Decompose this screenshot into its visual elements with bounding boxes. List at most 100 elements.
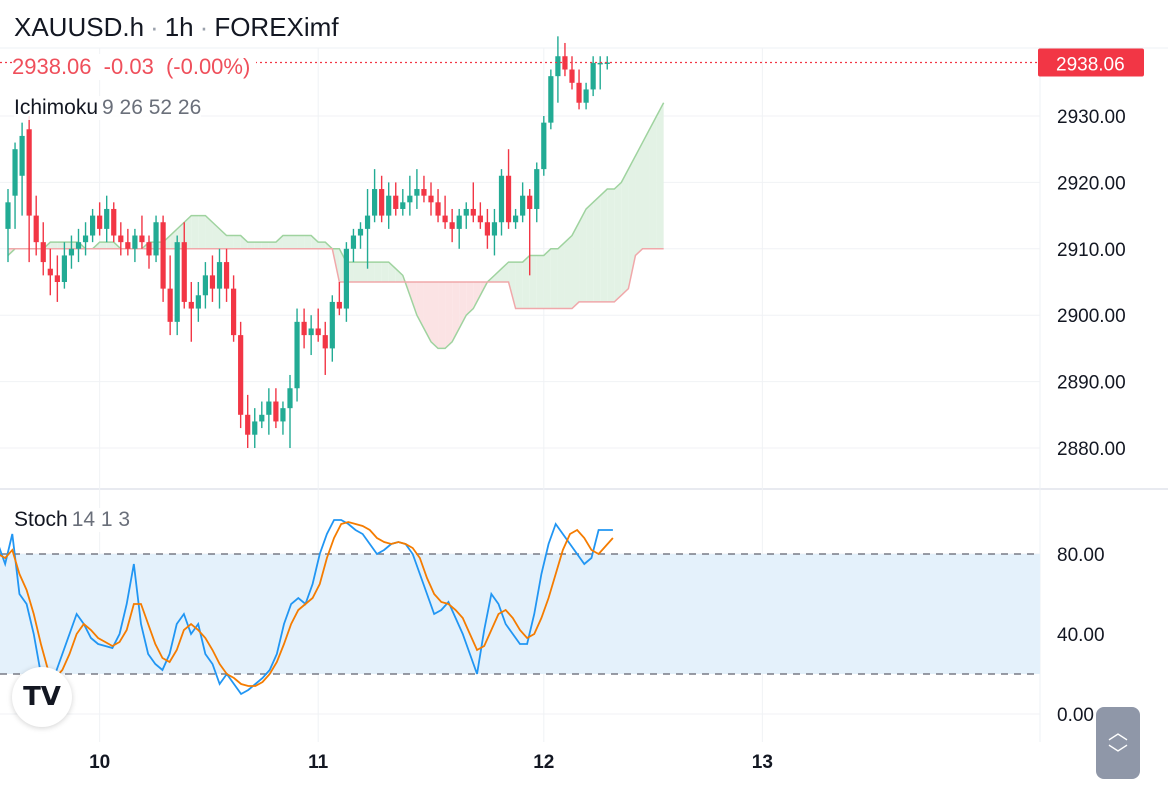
candle-body <box>174 242 180 322</box>
last-price-value: 2938.06 <box>12 54 92 79</box>
candle-body <box>181 242 187 302</box>
candle-body <box>513 215 519 223</box>
chevron-up-icon: ︿ <box>1108 720 1128 744</box>
candle-body <box>343 248 349 309</box>
candle-body <box>188 301 194 309</box>
cloud-segment <box>579 208 587 302</box>
price-tick-label: 2890.00 <box>1057 373 1126 394</box>
stoch-tick-label: 40.00 <box>1057 625 1105 646</box>
price-change-pct: (-0.00%) <box>165 54 251 79</box>
cloud-segment <box>360 262 368 282</box>
candle-body <box>400 202 406 209</box>
cloud-segment <box>423 282 431 342</box>
cloud-segment <box>557 242 565 309</box>
cloud-segment <box>473 282 481 309</box>
candle-body <box>287 388 293 409</box>
candle-body <box>470 208 476 216</box>
cloud-segment <box>198 215 206 249</box>
candle-body <box>12 149 18 196</box>
candle-body <box>576 82 582 103</box>
cloud-segment <box>381 262 389 282</box>
cloud-segment <box>586 202 594 302</box>
candle-body <box>97 215 103 229</box>
candle-body <box>90 215 96 236</box>
time-tick-label: 12 <box>533 752 554 773</box>
candle-body <box>5 202 11 229</box>
candle-body <box>202 275 208 296</box>
stoch-band <box>0 554 1040 674</box>
cloud-segment <box>304 235 312 249</box>
candle-body <box>393 195 399 209</box>
time-tick-label: 11 <box>308 752 329 773</box>
cloud-segment <box>515 262 523 309</box>
stoch-d-line <box>0 521 614 687</box>
candle-body <box>259 414 265 422</box>
cloud-segment <box>240 235 248 249</box>
cloud-segment <box>445 282 453 349</box>
candle-body <box>47 268 53 276</box>
ichimoku-label: Ichimoku <box>14 96 99 119</box>
cloud-segment <box>621 169 629 296</box>
candle-body <box>463 208 469 216</box>
candle-body <box>541 122 547 170</box>
candle-body <box>357 228 364 236</box>
cloud-segment <box>416 282 424 329</box>
stoch-label: Stoch <box>14 508 68 531</box>
cloud-segment <box>452 282 460 342</box>
candle-body <box>139 235 145 243</box>
ichimoku-legend[interactable]: Ichimoku 9 26 52 26 <box>14 96 202 120</box>
cloud-segment <box>600 189 608 302</box>
stoch-legend[interactable]: Stoch 14 1 3 <box>14 508 131 532</box>
candle-body <box>273 401 279 422</box>
candle-body <box>379 189 385 216</box>
candle-body <box>54 275 60 282</box>
candle-body <box>590 62 596 90</box>
price-axis: 2930.00 2920.00 2910.00 2900.00 2890.00 2880.… <box>1038 48 1144 726</box>
tradingview-logo-icon[interactable]: TV <box>12 667 72 727</box>
cloud-segment <box>494 268 502 282</box>
ichimoku-cloud <box>7 102 665 350</box>
candle-body <box>428 195 434 203</box>
cloud-segment <box>233 235 241 249</box>
senkou-span-a-line <box>7 102 665 350</box>
stoch-tick-label: 0.00 <box>1057 705 1094 726</box>
cloud-segment <box>318 242 326 249</box>
cloud-segment <box>593 195 601 302</box>
candle-body <box>315 328 321 336</box>
candle-body <box>456 215 462 229</box>
candle-body <box>484 222 490 236</box>
candle-body <box>421 189 427 196</box>
cloud-segment <box>212 222 220 249</box>
cloud-segment <box>374 262 382 282</box>
symbol-name[interactable]: XAUUSD.h <box>14 12 145 42</box>
interval-label[interactable]: 1h <box>164 12 194 42</box>
symbol-header[interactable]: XAUUSD.h · 1h · FOREXimf <box>14 12 339 43</box>
cloud-segment <box>57 242 65 249</box>
chevron-up-down-icon[interactable]: ︿ ﹀ <box>1096 707 1140 779</box>
candle-body <box>435 202 441 216</box>
cloud-segment <box>431 282 439 349</box>
candle-body <box>520 195 526 216</box>
cloud-segment <box>536 255 544 309</box>
candle-body <box>104 208 110 229</box>
cloud-segment <box>226 235 234 249</box>
candle-body <box>527 195 533 209</box>
cloud-segment <box>564 235 572 309</box>
candle-body <box>477 215 483 223</box>
candle-body <box>266 401 272 415</box>
cloud-segment <box>438 282 446 349</box>
senkou-span-b-line <box>8 248 664 310</box>
cloud-segment <box>550 248 558 309</box>
candle-body <box>329 301 335 349</box>
candle-body <box>252 421 258 435</box>
candle-body <box>125 242 131 249</box>
time-tick-label: 10 <box>89 752 110 773</box>
cloud-segment <box>297 235 305 249</box>
candle-body <box>498 175 505 223</box>
price-change: -0.03 <box>103 54 154 79</box>
last-price-badge-text: 2938.06 <box>1056 54 1125 75</box>
candle-body <box>414 189 420 196</box>
cloud-segment <box>508 262 516 309</box>
candle-body <box>82 235 89 243</box>
